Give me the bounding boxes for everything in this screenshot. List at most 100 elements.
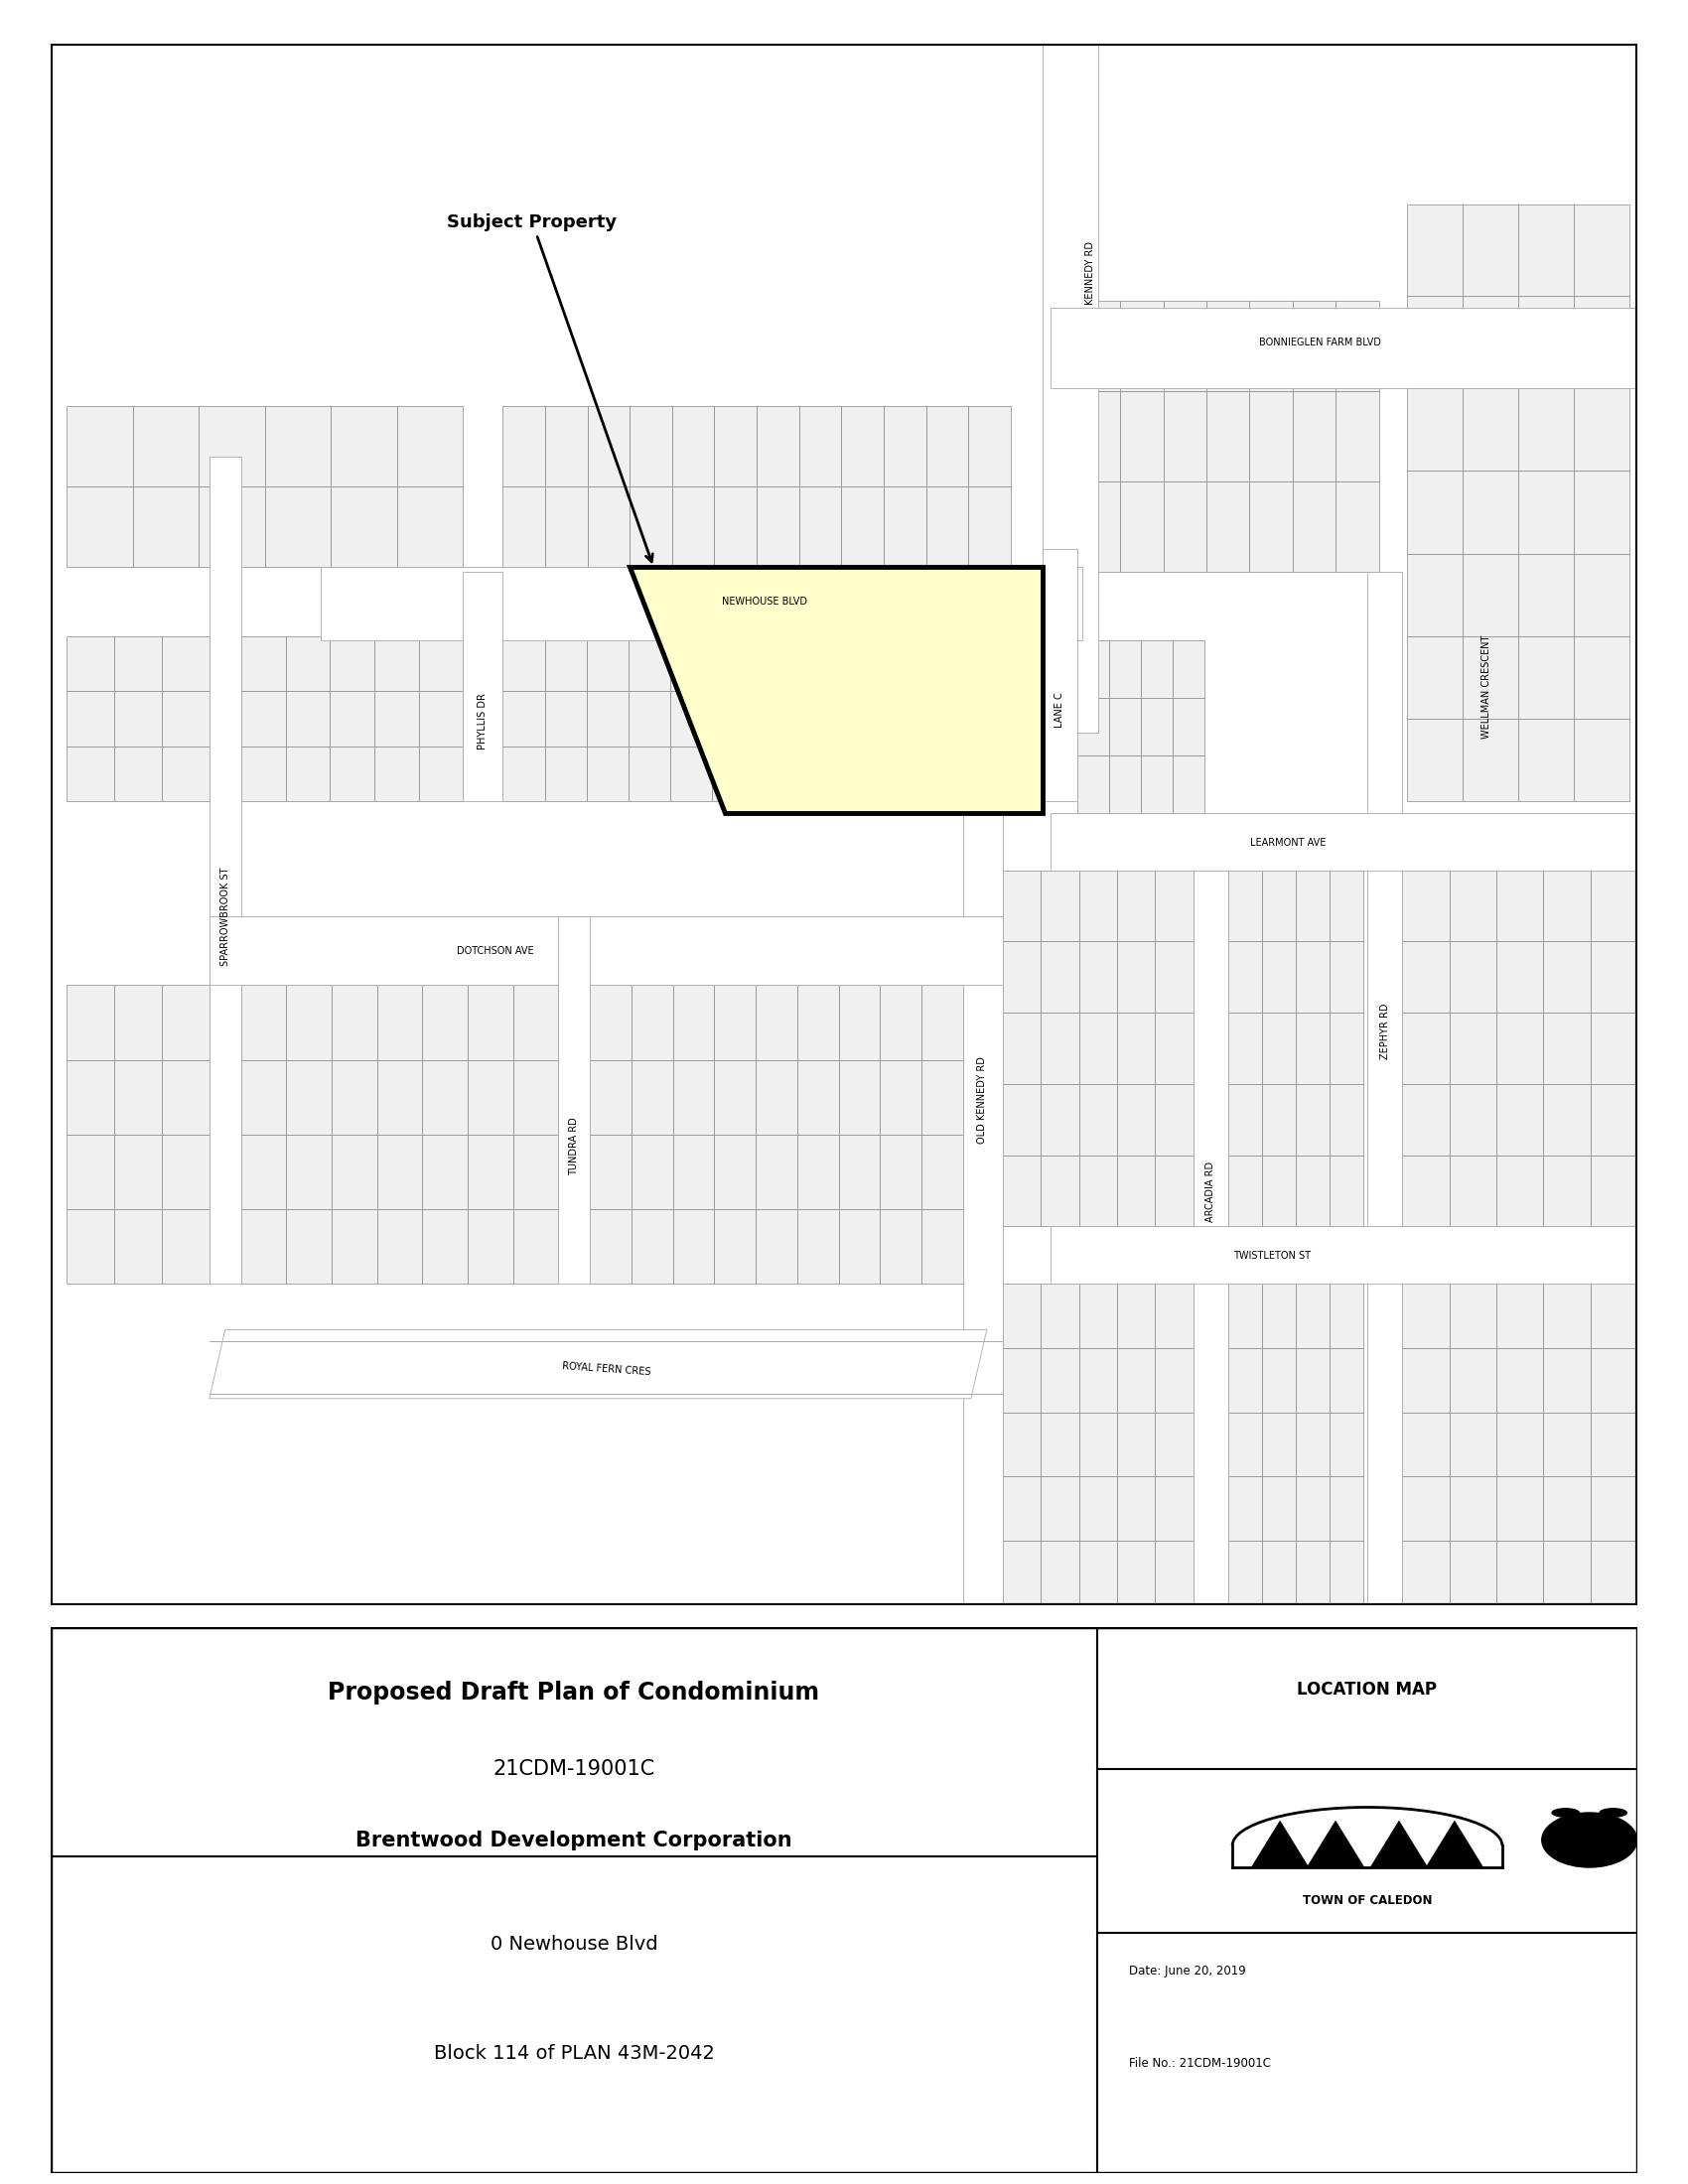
Bar bbox=[287, 1133, 333, 1210]
Bar bbox=[1519, 472, 1573, 553]
Bar bbox=[1141, 699, 1173, 756]
Bar bbox=[1077, 391, 1121, 480]
Bar bbox=[1155, 1476, 1193, 1542]
Bar bbox=[287, 985, 333, 1059]
Bar bbox=[1141, 640, 1173, 699]
Bar bbox=[1328, 1542, 1362, 1605]
Bar bbox=[714, 985, 756, 1059]
Bar bbox=[1573, 636, 1629, 719]
Bar bbox=[631, 1210, 674, 1284]
Bar bbox=[419, 692, 463, 747]
Bar bbox=[1041, 871, 1079, 941]
Bar bbox=[1003, 1284, 1041, 1348]
Polygon shape bbox=[1371, 1821, 1428, 1867]
Bar bbox=[670, 692, 712, 747]
Bar bbox=[837, 747, 879, 802]
Bar bbox=[376, 1059, 422, 1133]
Bar bbox=[1077, 480, 1121, 572]
Bar bbox=[1497, 1348, 1543, 1413]
Bar bbox=[1079, 1155, 1117, 1227]
Bar bbox=[376, 1210, 422, 1284]
Text: TWISTLETON ST: TWISTLETON ST bbox=[1234, 1251, 1312, 1260]
Bar bbox=[162, 1133, 209, 1210]
Polygon shape bbox=[1426, 1821, 1484, 1867]
Polygon shape bbox=[209, 1330, 987, 1398]
Bar bbox=[1227, 1013, 1261, 1083]
Bar bbox=[969, 406, 1011, 487]
Bar bbox=[922, 1059, 962, 1133]
Bar bbox=[1328, 1155, 1362, 1227]
Bar bbox=[1295, 1542, 1328, 1605]
Bar bbox=[1543, 1413, 1590, 1476]
Bar bbox=[755, 747, 795, 802]
Bar bbox=[503, 747, 545, 802]
Bar bbox=[468, 985, 513, 1059]
Bar bbox=[115, 1059, 162, 1133]
Bar bbox=[503, 487, 545, 568]
Bar bbox=[1590, 941, 1637, 1013]
Bar bbox=[241, 692, 285, 747]
Bar bbox=[1207, 391, 1249, 480]
Bar bbox=[397, 406, 463, 487]
Bar bbox=[1328, 941, 1362, 1013]
Bar bbox=[1193, 871, 1227, 1605]
Bar bbox=[837, 636, 879, 692]
Bar bbox=[798, 406, 841, 487]
Bar bbox=[1497, 1013, 1543, 1083]
Bar bbox=[545, 747, 586, 802]
Bar bbox=[1117, 1155, 1155, 1227]
Bar bbox=[1543, 941, 1590, 1013]
Bar bbox=[241, 636, 285, 692]
Bar bbox=[265, 406, 331, 487]
Bar bbox=[1079, 871, 1117, 941]
Bar bbox=[1450, 871, 1497, 941]
Bar bbox=[1408, 472, 1463, 553]
Bar bbox=[1261, 1476, 1295, 1542]
Bar bbox=[422, 1133, 468, 1210]
Bar bbox=[1295, 1083, 1328, 1155]
Bar bbox=[1261, 871, 1295, 941]
Bar bbox=[756, 985, 797, 1059]
Bar bbox=[333, 1210, 376, 1284]
Bar bbox=[1403, 1542, 1450, 1605]
Bar bbox=[1041, 1083, 1079, 1155]
Bar bbox=[1117, 1413, 1155, 1476]
Bar bbox=[513, 1210, 559, 1284]
Bar bbox=[1295, 941, 1328, 1013]
Bar bbox=[1408, 553, 1463, 636]
Bar bbox=[1463, 297, 1519, 389]
Bar bbox=[1041, 1155, 1079, 1227]
Bar bbox=[1109, 699, 1141, 756]
Bar bbox=[1403, 1413, 1450, 1476]
Bar bbox=[66, 747, 115, 802]
Ellipse shape bbox=[1599, 1808, 1627, 1817]
Bar bbox=[1497, 1083, 1543, 1155]
Bar bbox=[1543, 871, 1590, 941]
Bar bbox=[1543, 1155, 1590, 1227]
Bar bbox=[714, 1133, 756, 1210]
Bar bbox=[591, 1210, 631, 1284]
Bar bbox=[1573, 472, 1629, 553]
Bar bbox=[503, 636, 545, 692]
Bar bbox=[1155, 1013, 1193, 1083]
Bar bbox=[1079, 941, 1117, 1013]
Bar bbox=[879, 1210, 922, 1284]
Bar bbox=[631, 1059, 674, 1133]
Bar bbox=[714, 1210, 756, 1284]
Bar bbox=[879, 692, 922, 747]
Bar bbox=[66, 636, 115, 692]
Bar bbox=[1041, 1542, 1079, 1605]
Bar bbox=[115, 1210, 162, 1284]
Bar bbox=[1293, 301, 1335, 391]
Bar bbox=[1328, 1476, 1362, 1542]
Bar bbox=[1497, 1284, 1543, 1348]
Bar bbox=[1077, 699, 1109, 756]
Bar bbox=[1573, 553, 1629, 636]
Bar bbox=[922, 1133, 962, 1210]
Bar bbox=[1227, 941, 1261, 1013]
Bar bbox=[674, 1210, 714, 1284]
Bar bbox=[376, 985, 422, 1059]
Bar bbox=[1227, 1155, 1261, 1227]
Bar bbox=[756, 406, 798, 487]
Bar bbox=[1155, 1155, 1193, 1227]
